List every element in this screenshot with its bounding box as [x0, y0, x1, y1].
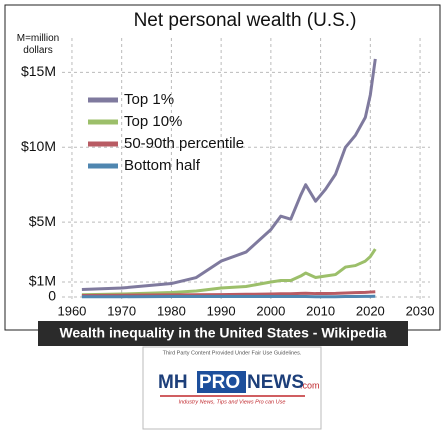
- x-tick-label: 1960: [57, 303, 86, 318]
- x-tick-label: 1980: [157, 303, 186, 318]
- caption: Wealth inequality in the United States -…: [59, 325, 386, 341]
- logo-pro-box: [197, 371, 246, 393]
- logo-news: NEWS: [247, 372, 304, 393]
- y-tick-label: $5M: [29, 213, 56, 229]
- logo-com: .com: [300, 380, 320, 390]
- logo-pro: PRO: [199, 372, 240, 393]
- logo-tagline: Industry News, Tips and Views Pro can Us…: [179, 399, 286, 405]
- logo-mh: MH: [158, 372, 188, 393]
- y-tick-label: $15M: [21, 63, 56, 79]
- series-line: [81, 58, 377, 292]
- y-tick-label: $10M: [21, 138, 56, 154]
- caption-banner: [38, 321, 408, 346]
- legend-label: Top 1%: [124, 91, 174, 108]
- y-tick-label: $1M: [29, 273, 56, 289]
- y-axis-label: M=million dollars: [16, 33, 60, 56]
- legend-label: 50-90th percentile: [124, 135, 244, 152]
- x-tick-label: 2000: [256, 303, 285, 318]
- legend-label: Top 10%: [124, 113, 182, 130]
- series-line: [81, 248, 377, 297]
- chart-title: Net personal wealth (U.S.): [134, 10, 357, 31]
- x-tick-label: 1970: [107, 303, 136, 318]
- logo-notice: Third Party Content Provided Under Fair …: [163, 350, 302, 356]
- y-tick-label: 0: [48, 288, 56, 304]
- x-tick-label: 2030: [406, 303, 435, 318]
- x-tick-label: 2020: [356, 303, 385, 318]
- x-tick-label: 1990: [207, 303, 236, 318]
- legend-label: Bottom half: [124, 157, 201, 174]
- series-line: [81, 290, 376, 298]
- x-tick-label: 2010: [306, 303, 335, 318]
- chart-frame: [4, 4, 441, 331]
